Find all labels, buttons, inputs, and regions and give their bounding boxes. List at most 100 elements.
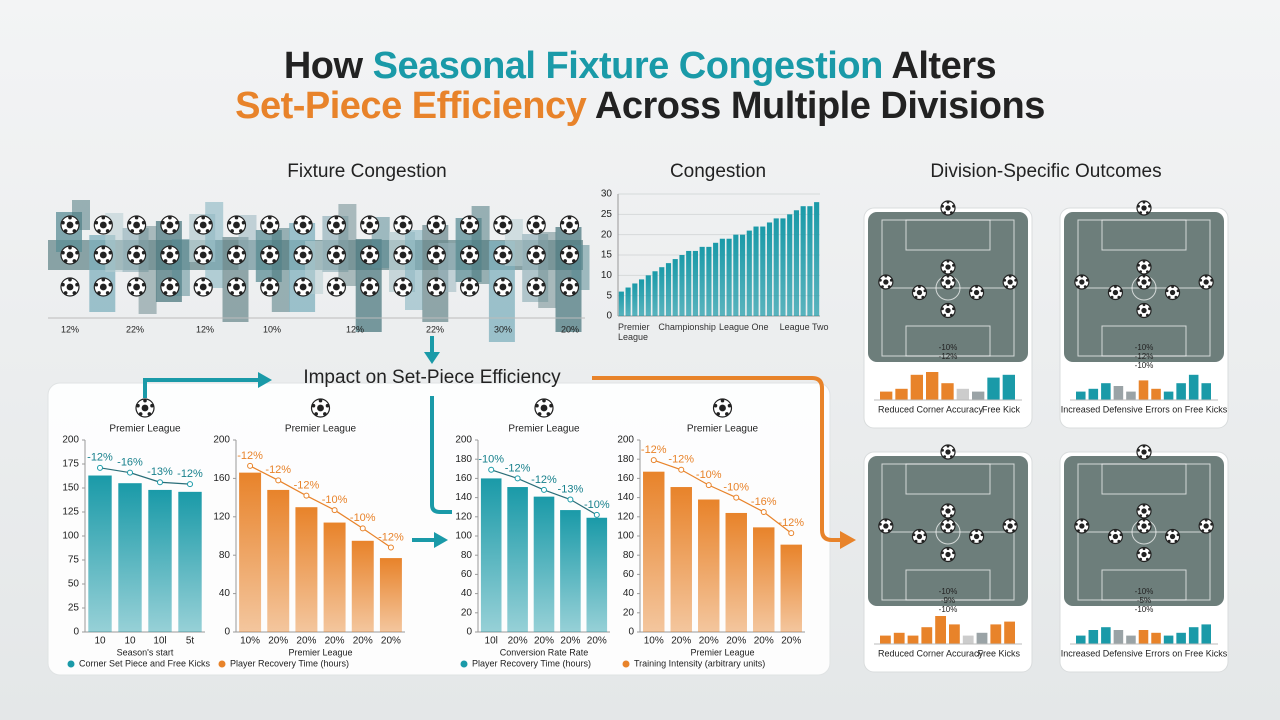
- ball-patch: [1110, 539, 1114, 543]
- ball-patch: [438, 229, 443, 233]
- ball-patch: [61, 220, 65, 225]
- fixture-grid: 12% 22% 12% 10% 12% 22% 30% 20%: [48, 200, 590, 342]
- ball-patch: [266, 283, 274, 291]
- bar: [1163, 391, 1174, 400]
- pitch-line: [1101, 569, 1187, 601]
- ball-patch: [943, 557, 947, 561]
- bar: [351, 540, 374, 632]
- ball-patch: [952, 263, 955, 267]
- trend-line: [249, 465, 392, 549]
- ball-patch: [374, 282, 379, 287]
- ball-patch: [61, 282, 65, 287]
- arrow-head: [840, 531, 856, 549]
- x-tick-label: League One: [719, 322, 769, 332]
- ball-patch: [201, 277, 205, 282]
- x-tick-label: League Two: [779, 322, 829, 332]
- ball-patch: [978, 295, 982, 299]
- fixture-label: 22%: [126, 324, 144, 334]
- ball-patch: [1176, 289, 1180, 293]
- ball-patch: [1137, 522, 1140, 526]
- ball-patch: [542, 398, 546, 403]
- bar: [645, 275, 651, 316]
- ball-patch: [541, 250, 546, 255]
- ball-patch: [296, 259, 301, 263]
- x-axis-title: Season's start: [117, 647, 174, 657]
- ball-patch: [1012, 285, 1015, 289]
- ball-patch: [460, 282, 465, 287]
- ball-patch: [943, 313, 947, 317]
- ball-patch: [943, 270, 947, 274]
- bar: [480, 478, 502, 632]
- ball-patch: [912, 533, 916, 537]
- ball-patch: [499, 221, 507, 229]
- y-tick-label: 50: [68, 579, 80, 590]
- y-tick-label: 0: [606, 311, 612, 322]
- bar: [178, 491, 202, 632]
- bar: [1163, 635, 1174, 644]
- y-tick-label: 100: [617, 531, 634, 542]
- x-tick-label: 10%: [644, 636, 664, 647]
- ball-patch: [1014, 522, 1018, 526]
- annotation: -12%: [778, 517, 804, 529]
- ball-patch: [472, 259, 476, 263]
- ball-patch: [163, 291, 168, 295]
- ball-patch: [574, 250, 579, 255]
- ball-patch: [945, 205, 951, 211]
- ball-patch: [494, 282, 498, 287]
- bar: [895, 388, 908, 400]
- ball-patch: [1208, 529, 1211, 533]
- ball-patch: [199, 251, 207, 259]
- ball-patch: [127, 250, 132, 255]
- ball-patch: [108, 250, 113, 255]
- x-tick-label: 20%: [781, 636, 801, 647]
- ball-patch: [205, 259, 210, 263]
- ball-patch: [921, 295, 925, 299]
- ball-patch: [330, 291, 334, 295]
- ball-patch: [75, 282, 79, 287]
- ball-patch: [105, 291, 110, 295]
- ball-patch: [294, 220, 298, 225]
- y-tick-label: 80: [623, 550, 635, 561]
- ball-patch: [1174, 539, 1178, 543]
- annotation: -12%: [294, 480, 320, 492]
- ball-patch: [133, 251, 141, 259]
- pitch-line: [905, 569, 991, 601]
- bar: [1101, 383, 1111, 400]
- ball-patch: [143, 398, 147, 403]
- bar: [941, 383, 954, 400]
- ball-patch: [338, 291, 343, 295]
- annotation: -10%: [1135, 587, 1154, 596]
- ball-patch: [101, 245, 106, 250]
- ball-patch: [969, 289, 973, 293]
- ball-patch: [943, 285, 947, 289]
- arrow: [592, 376, 842, 542]
- bar: [800, 206, 806, 316]
- ball-patch: [945, 523, 951, 529]
- ball-patch: [1165, 533, 1169, 537]
- ball-patch: [241, 250, 246, 255]
- annotation: -12%: [1135, 352, 1154, 361]
- ball-patch: [949, 529, 953, 533]
- ball-patch: [1139, 285, 1143, 289]
- y-tick-label: 40: [219, 588, 231, 599]
- ball-patch: [494, 250, 498, 255]
- ball-patch: [508, 250, 512, 255]
- ball-patch: [1008, 518, 1012, 522]
- bar: [1088, 388, 1099, 400]
- section-heading: Division-Specific Outcomes: [930, 161, 1161, 182]
- ball-patch: [299, 283, 307, 291]
- ball-patch: [566, 251, 573, 259]
- ball-patch: [432, 283, 440, 291]
- x-tick-label: 10l: [153, 636, 166, 647]
- x-tick-label: 20%: [671, 636, 691, 647]
- x-tick-label-box: League Two: [779, 322, 829, 332]
- ball-patch: [563, 229, 567, 233]
- y-tick-label: 10: [601, 270, 613, 281]
- ball-patch: [540, 404, 548, 412]
- annotation: -10%: [939, 343, 958, 352]
- y-tick-label: 20: [461, 607, 473, 618]
- ball-patch: [538, 291, 543, 295]
- ball-patch: [716, 412, 720, 416]
- ball-patch: [1119, 533, 1123, 537]
- ball-patch: [101, 277, 106, 282]
